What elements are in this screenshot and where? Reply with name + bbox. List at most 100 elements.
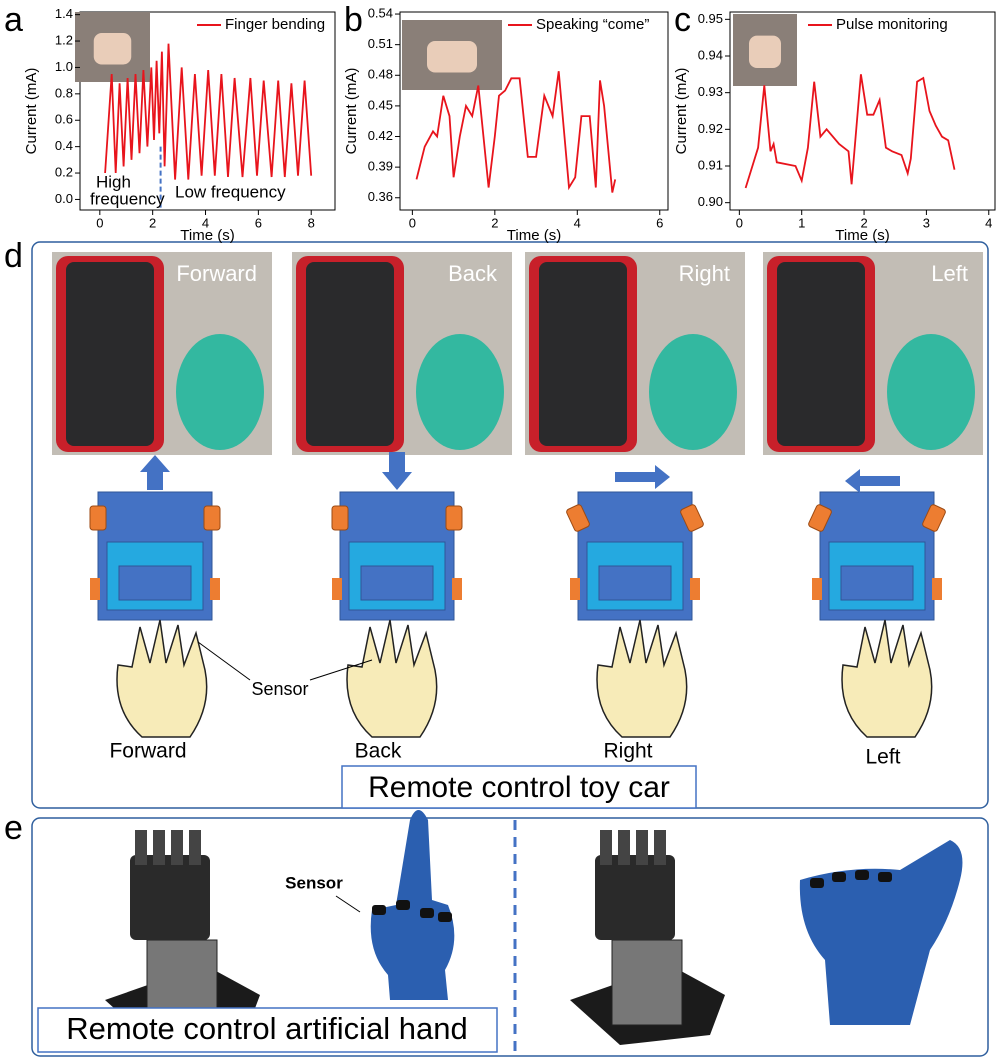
annotation: High (96, 172, 131, 191)
x-tick-label: 4 (985, 215, 992, 230)
car-wheel (332, 578, 342, 600)
photo-car-body (306, 262, 394, 446)
robot-hand (130, 855, 210, 940)
sensor-label: Sensor (285, 873, 343, 892)
plot-frame (729, 11, 996, 211)
caption: Remote control toy car (368, 771, 670, 804)
glove (799, 840, 963, 1025)
y-tick-label: 0.91 (698, 157, 723, 172)
panel-letter: d (4, 237, 23, 275)
x-tick-label: 0 (736, 215, 743, 230)
legend-label: Finger bending (225, 16, 325, 33)
inset-photo-detail (93, 33, 132, 65)
sensor-marker (420, 908, 434, 918)
car-wheel (210, 578, 220, 600)
x-axis-label: Time (s) (835, 227, 889, 244)
x-tick-label: 1 (798, 215, 805, 230)
y-tick-label: 0.90 (698, 194, 723, 209)
photo-car-body (539, 262, 627, 446)
legend-label: Pulse monitoring (836, 16, 948, 33)
x-tick-label: 2 (860, 215, 867, 230)
x-tick-label: 6 (255, 215, 262, 230)
glove (370, 810, 455, 1000)
hand-label: Forward (109, 740, 186, 763)
y-tick-label: 0.92 (698, 121, 723, 136)
inset-photo-detail (749, 35, 781, 68)
photo-glove (887, 334, 975, 450)
car-roof (840, 565, 914, 601)
y-tick-label: 0.8 (55, 85, 73, 100)
sensor-marker (438, 912, 452, 922)
car-roof (360, 565, 434, 601)
car-wheel (452, 578, 462, 600)
sensor-label: Sensor (251, 679, 308, 699)
car-wheel (90, 578, 100, 600)
car-wheel (922, 504, 946, 532)
hand-label: Back (355, 740, 402, 763)
panel-letter: a (4, 1, 23, 39)
legend-label: Speaking “come” (536, 16, 649, 33)
annotation: frequency (90, 189, 165, 208)
direction-arrow (382, 452, 412, 490)
robot-finger (153, 830, 165, 865)
y-tick-label: 1.2 (55, 32, 73, 47)
x-tick-label: 4 (202, 215, 209, 230)
y-tick-label: 0.42 (368, 128, 393, 143)
annotation: Low frequency (175, 182, 286, 201)
photo-car-body (777, 262, 865, 446)
car-wheel (203, 505, 221, 531)
direction-arrow (615, 465, 670, 489)
y-tick-label: 1.4 (55, 6, 73, 21)
photo-car-body (66, 262, 154, 446)
hand-drawing (346, 619, 438, 738)
x-tick-label: 6 (656, 215, 663, 230)
panel-letter: b (344, 1, 363, 39)
sensor-marker (878, 872, 892, 882)
robot-finger (135, 830, 147, 865)
caption: Remote control artificial hand (66, 1011, 467, 1046)
y-tick-label: 0.48 (368, 67, 393, 82)
data-line (415, 71, 617, 193)
car-wheel (680, 504, 704, 532)
pointer (309, 659, 373, 681)
hand-drawing (596, 619, 688, 738)
y-tick-label: 0.6 (55, 112, 73, 127)
x-tick-label: 8 (308, 215, 315, 230)
x-axis-label: Time (s) (507, 227, 561, 244)
photo-caption: Back (448, 261, 498, 286)
car-wheel (808, 504, 832, 532)
y-tick-label: 0.36 (368, 189, 393, 204)
y-tick-label: 0.54 (368, 5, 393, 20)
car-wheel (690, 578, 700, 600)
plot-frame (399, 11, 669, 211)
robot-hand (595, 855, 675, 940)
x-tick-label: 0 (96, 215, 103, 230)
caption-box (341, 765, 697, 809)
y-tick-label: 0.95 (698, 11, 723, 26)
photo-glove (416, 334, 504, 450)
photo-caption: Left (931, 261, 968, 286)
x-tick-label: 0 (409, 215, 416, 230)
inset-photo-detail (427, 41, 477, 73)
y-tick-label: 0.93 (698, 84, 723, 99)
car-wheel (445, 505, 463, 531)
x-tick-label: 2 (491, 215, 498, 230)
direction-arrow (140, 455, 170, 490)
toy-car-panel: Forward Back Right Left Forward Back Right Left (52, 252, 983, 769)
robot-finger (189, 830, 201, 865)
artificial-hand-panel (105, 810, 963, 1045)
y-tick-label: 0.2 (55, 164, 73, 179)
sensor-marker (396, 900, 410, 910)
hand-label: Right (603, 740, 652, 763)
y-axis-label: Current (mA) (23, 68, 40, 155)
pointer (197, 641, 251, 681)
y-axis-label: Current (mA) (343, 68, 360, 155)
y-tick-label: 0.39 (368, 159, 393, 174)
sensor-marker (372, 905, 386, 915)
panel-letter: e (4, 809, 23, 847)
photo-caption: Forward (176, 261, 257, 286)
panel-letter: c (674, 1, 691, 39)
pointer (335, 895, 361, 913)
